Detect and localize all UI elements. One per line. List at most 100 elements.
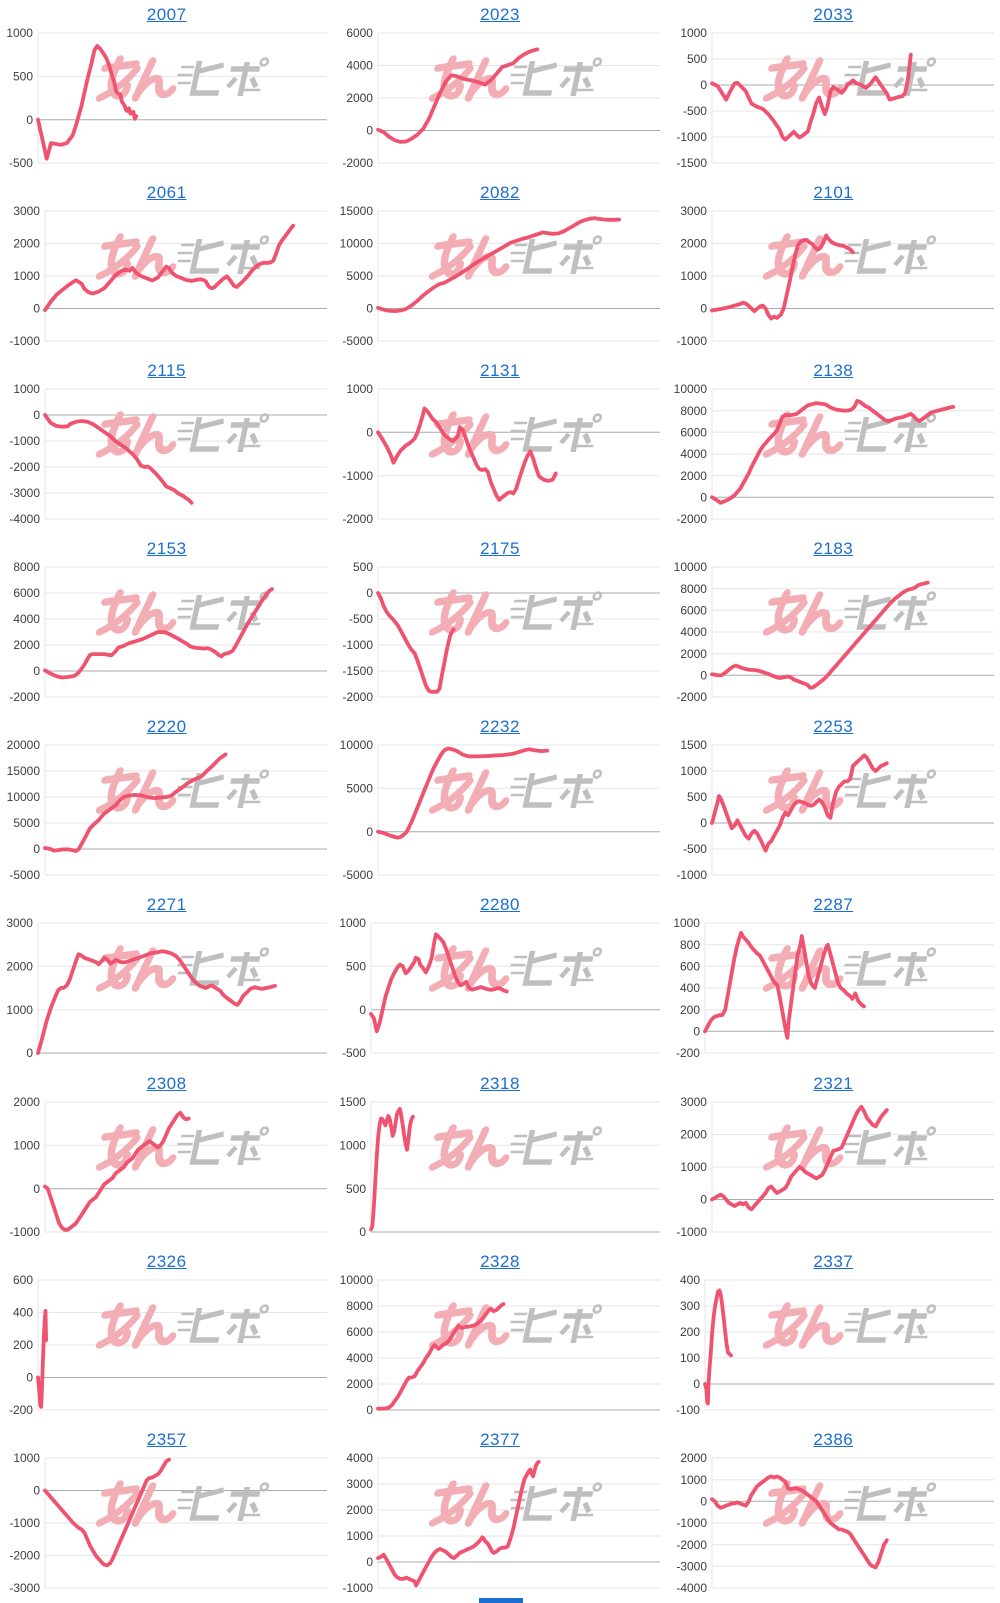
y-tick-label: -3000	[9, 486, 40, 500]
chart-title-link[interactable]: 2271	[146, 895, 187, 915]
chart-title-link[interactable]: 2321	[813, 1073, 854, 1093]
y-tick-label: 1000	[680, 765, 707, 779]
chart-title-link[interactable]: 2082	[480, 183, 520, 203]
watermark	[762, 411, 936, 458]
y-tick-label: -200	[676, 1047, 700, 1061]
chart-title: 2308	[0, 1069, 333, 1097]
y-tick-label: 4000	[13, 612, 40, 626]
y-tick-label: 500	[687, 52, 707, 66]
chart-title-link[interactable]: 2138	[813, 361, 854, 381]
chart-title-link[interactable]: 2328	[480, 1251, 520, 1271]
chart-plot: 4000 3000 2000 1000 0 -1000	[343, 1453, 661, 1595]
y-tick-label: 5000	[347, 269, 374, 283]
watermark	[95, 589, 270, 637]
series-line	[36, 1308, 48, 1409]
y-tick-label: 6000	[347, 28, 374, 40]
chart-title: 2386	[667, 1425, 1000, 1453]
y-tick-label: 0	[367, 302, 374, 316]
chart-cell: 2308 2000 1000 0 -1000	[0, 1069, 333, 1247]
chart-title-link[interactable]: 2033	[813, 5, 854, 24]
y-tick-label: 10000	[673, 562, 707, 574]
chart-title: 2280	[333, 890, 666, 918]
chart-plot: 400 300 200 100 0 -100	[676, 1275, 994, 1417]
y-tick-label: 0	[33, 302, 40, 316]
chart-title: 2115	[0, 356, 333, 384]
chart-title-link[interactable]: 2386	[813, 1429, 854, 1449]
y-tick-label: 5000	[13, 817, 40, 831]
chart-title-link[interactable]: 2101	[813, 183, 854, 203]
chart-title: 2321	[667, 1069, 1000, 1097]
chart-cell: 2337 400 300 200 100 0 -100	[667, 1247, 1000, 1425]
series-line	[36, 44, 139, 161]
chart-title: 2175	[333, 534, 666, 562]
y-tick-label: -1000	[343, 1581, 374, 1595]
chart-cell: 2386 2000 1000 0 -1000 -2000 -3000 -4000	[667, 1425, 1000, 1603]
y-tick-label: 2000	[347, 1377, 374, 1391]
chart-title-link[interactable]: 2131	[480, 361, 520, 381]
chart-title-link[interactable]: 2318	[480, 1073, 520, 1093]
y-tick-label: 1500	[680, 740, 707, 752]
chart-title-link[interactable]: 2232	[480, 717, 520, 737]
chart-title-link[interactable]: 2153	[146, 539, 187, 559]
chart-title-link[interactable]: 2337	[813, 1251, 854, 1271]
series-line	[43, 1110, 191, 1232]
y-tick-label: 0	[33, 664, 40, 678]
series-line	[376, 1301, 506, 1411]
y-tick-label: 1000	[6, 1003, 33, 1017]
chart-title-link[interactable]: 2183	[813, 539, 854, 559]
series-line	[376, 47, 540, 144]
y-tick-label: -1000	[676, 1225, 707, 1239]
chart-plot: 2000 1000 0 -1000	[9, 1097, 327, 1239]
y-tick-label: 500	[687, 791, 707, 805]
chart-title-link[interactable]: 2357	[146, 1429, 187, 1449]
chart-plot: 1500 1000 500 0	[340, 1097, 661, 1239]
y-tick-label: 6000	[680, 426, 707, 440]
y-tick-label: -1000	[676, 1516, 707, 1530]
chart-title-link[interactable]: 2253	[813, 717, 854, 737]
chart-title: 2328	[333, 1247, 666, 1275]
chart-cell: 2287 1000 800 600 400 200 0 -200	[667, 890, 1000, 1068]
y-tick-label: 0	[33, 843, 40, 857]
y-tick-label: 0	[693, 1377, 700, 1391]
chart-title-link[interactable]: 2308	[146, 1073, 187, 1093]
y-tick-label: -500	[683, 104, 707, 118]
y-tick-label: -500	[9, 156, 33, 170]
series-line	[702, 1288, 733, 1406]
watermark	[429, 945, 603, 993]
y-tick-label: 0	[360, 1225, 367, 1239]
chart-title-link[interactable]: 2023	[480, 5, 520, 24]
y-tick-label: -1000	[676, 130, 707, 144]
y-tick-label: 2000	[13, 638, 40, 652]
chart-title-link[interactable]: 2377	[480, 1429, 520, 1449]
series-line	[709, 233, 855, 321]
clipped-next-row-title[interactable]	[479, 1598, 523, 1603]
chart-title-link[interactable]: 2007	[146, 5, 187, 24]
chart-title-link[interactable]: 2115	[147, 361, 186, 381]
chart-title: 2183	[667, 534, 1000, 562]
chart-cell: 2326 600 400 200 0 -200	[0, 1247, 333, 1425]
chart-plot: 1000 0 -1000 -2000 -3000 -4000	[9, 384, 327, 526]
y-tick-label: 1000	[13, 1453, 40, 1465]
chart-title-link[interactable]: 2175	[480, 539, 520, 559]
chart-cell: 2061 3000 2000 1000 0 -1000	[0, 178, 333, 356]
chart-plot: 15000 10000 5000 0 -5000	[340, 206, 661, 348]
y-tick-label: 6000	[680, 604, 707, 618]
y-tick-label: 200	[13, 1338, 33, 1352]
y-tick-label: 2000	[680, 1127, 707, 1141]
chart-title-link[interactable]: 2280	[480, 895, 520, 915]
chart-plot: 3000 2000 1000 0 -1000	[9, 206, 327, 348]
watermark	[762, 1123, 936, 1171]
y-tick-label: 1500	[340, 1097, 367, 1109]
watermark	[429, 1480, 603, 1527]
y-tick-label: 1000	[13, 384, 40, 396]
y-tick-label: 0	[367, 124, 374, 138]
y-tick-label: 200	[680, 1003, 700, 1017]
chart-cell: 2115 1000 0 -1000 -2000 -3000 -4000	[0, 356, 333, 534]
chart-title-link[interactable]: 2061	[146, 183, 187, 203]
chart-plot: 500 0 -500 -1000 -1500 -2000	[343, 562, 661, 704]
chart-title-link[interactable]: 2220	[146, 717, 187, 737]
chart-title-link[interactable]: 2287	[813, 895, 854, 915]
watermark	[95, 1301, 270, 1349]
chart-title-link[interactable]: 2326	[146, 1251, 187, 1271]
chart-cell: 2271 3000 2000 1000 0	[0, 890, 333, 1068]
